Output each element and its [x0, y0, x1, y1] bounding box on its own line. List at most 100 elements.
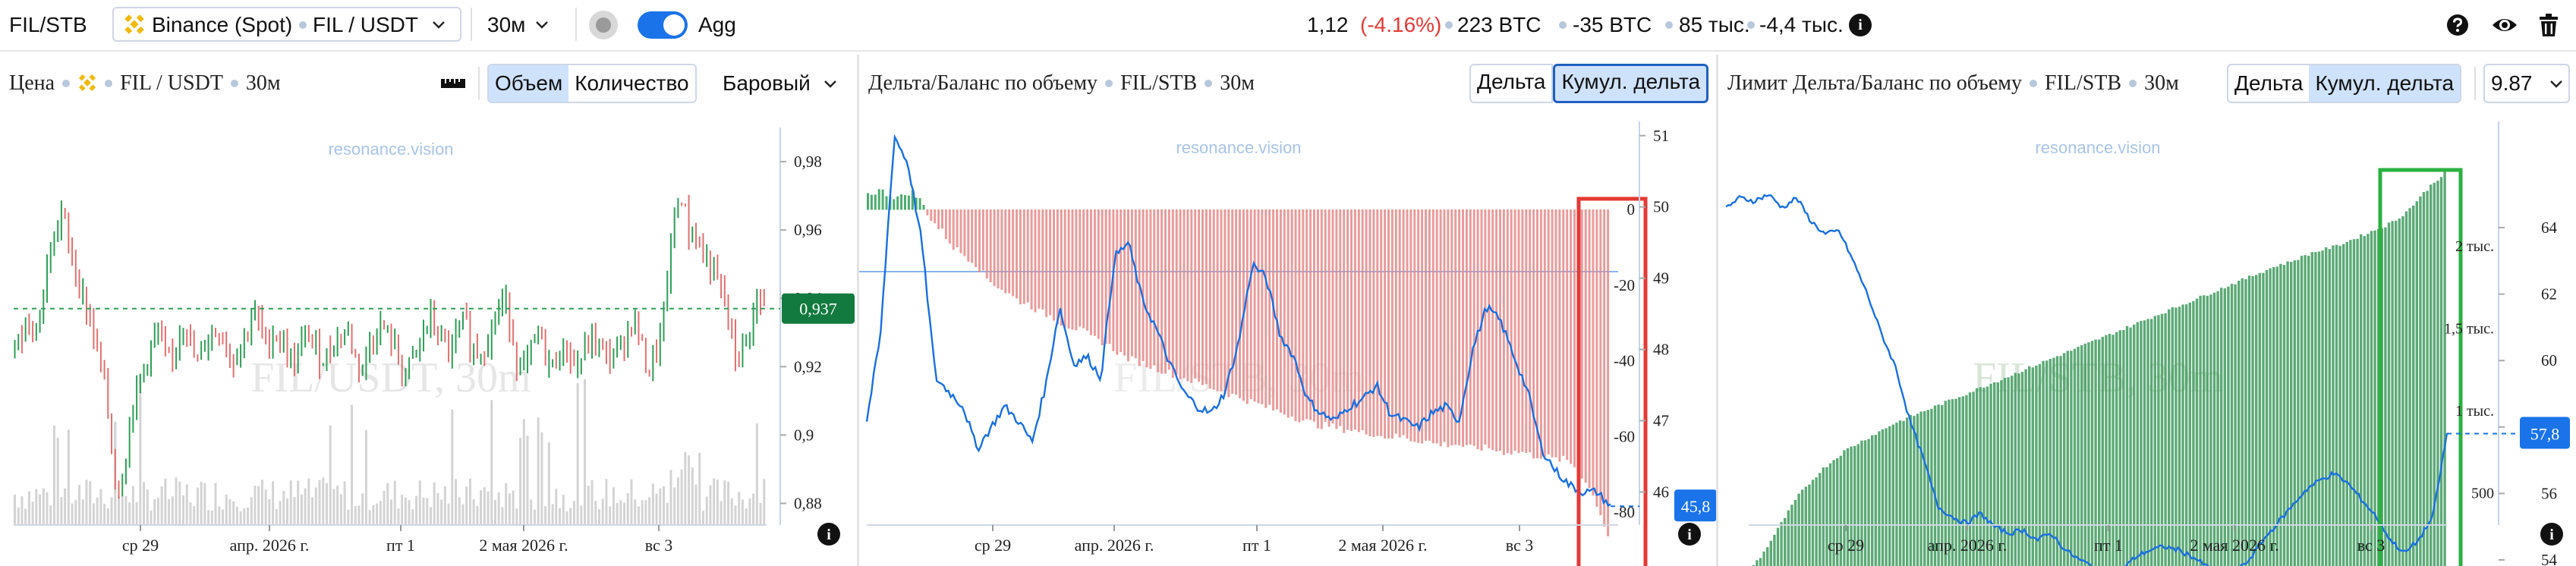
volume-bar [533, 509, 536, 525]
agg-toggle[interactable] [638, 11, 688, 39]
volume-bar [648, 497, 651, 525]
cum-delta-bar [2391, 221, 2394, 566]
symbol-name[interactable]: FIL/STB [9, 13, 87, 36]
y-right-tick-label: 56 [2541, 484, 2557, 502]
cum-delta-bar [2216, 291, 2219, 566]
cum-delta-bar [1026, 209, 1029, 303]
volume-bar [752, 493, 755, 525]
help-icon[interactable] [2445, 13, 2470, 37]
depth-select-value: 9.87 [2491, 71, 2533, 95]
cum-delta-bar [1376, 209, 1379, 436]
cum-delta-bar [1171, 209, 1174, 379]
x-tick-label: 2 мая 2026 г. [2190, 536, 2278, 555]
cum-delta-bar [1948, 399, 1951, 566]
cum-delta-bar [2237, 281, 2241, 566]
binance-icon [124, 14, 144, 34]
record-toggle-icon[interactable] [589, 11, 618, 39]
cum-delta-bar [2066, 351, 2069, 566]
ruler-icon[interactable] [440, 76, 466, 90]
cum-delta-bar [1458, 209, 1461, 445]
cum-delta-bar [2178, 307, 2181, 566]
volume-bar [282, 490, 285, 525]
seg-volume[interactable]: Объем [489, 65, 569, 102]
volume-bar [572, 501, 575, 525]
chevron-down-icon[interactable] [2550, 80, 2562, 88]
cum-delta-bar [1019, 209, 1022, 305]
cum-delta-bar [1294, 209, 1297, 422]
interval-selector[interactable]: 30м [487, 13, 526, 36]
cum-delta-bar [2174, 307, 2178, 566]
volume-bar [14, 494, 16, 525]
chevron-down-icon[interactable] [824, 80, 836, 88]
cum-delta-bar [1536, 209, 1538, 459]
cum-delta-bar [1164, 209, 1167, 374]
volume-bar [78, 485, 81, 525]
volume-bar [279, 501, 282, 525]
seg-delta[interactable]: Дельта [1469, 64, 1554, 103]
cum-delta-bar [1167, 209, 1170, 370]
cum-delta-bar [1996, 382, 1999, 566]
chevron-down-icon[interactable] [536, 21, 548, 29]
separator-dot [1105, 79, 1113, 87]
volume-bar [623, 502, 626, 525]
divider [478, 67, 480, 100]
cum-delta-bar [1123, 209, 1126, 356]
volume-bar [128, 502, 131, 525]
cum-delta-bar [1298, 209, 1301, 423]
volume-bar [759, 502, 762, 525]
volume-bar [27, 491, 30, 525]
cum-delta-bar [1961, 396, 1964, 566]
delta-mode-toggle: Дельта Кумул. дельта [2227, 64, 2462, 103]
volume-bar [637, 506, 640, 525]
cum-delta-bar [2122, 329, 2125, 566]
seg-cumulative-delta[interactable]: Кумул. дельта [1553, 64, 1709, 103]
cum-delta-bar [1906, 417, 1909, 566]
cum-delta-bar [1353, 209, 1356, 430]
cum-delta-bar [1603, 209, 1606, 527]
cum-delta-bar [2024, 369, 2027, 566]
exchange-pair-selector[interactable]: Binance (Spot) FIL / USDT [112, 7, 461, 42]
volume-bar [99, 489, 102, 525]
cum-delta-bar [1584, 209, 1587, 483]
volume-bar [351, 404, 354, 525]
cum-delta-bar [1053, 209, 1055, 321]
cum-delta-bar [1153, 209, 1156, 366]
cum-delta-bar [1822, 467, 1825, 566]
eye-icon[interactable] [2491, 13, 2518, 37]
chart-type-selector[interactable]: Баровый [723, 71, 811, 95]
volume-bar [289, 480, 292, 525]
cum-delta-bar [1387, 209, 1390, 439]
depth-select[interactable]: 9.87 [2483, 64, 2570, 103]
cum-delta-bar [1000, 209, 1003, 290]
trash-icon[interactable] [2538, 13, 2559, 37]
panel-header: Дельта/Баланс по объему FIL/STB 30м Дельта… [859, 55, 1716, 112]
cum-delta-bar [1525, 209, 1528, 453]
x-tick-label: ср 29 [122, 536, 159, 555]
seg-delta[interactable]: Дельта [2234, 71, 2304, 95]
price-chart[interactable]: resonance.vision FIL/USDT, 30m 0,98 0,96 0,9… [0, 112, 857, 566]
cum-delta-bar [2188, 302, 2191, 566]
cum-delta-bar [1327, 209, 1331, 427]
cum-delta-bar [1186, 209, 1189, 382]
separator-dot [2029, 79, 2037, 87]
info-icon[interactable]: i [1849, 14, 1872, 36]
cum-delta-bar [1198, 209, 1201, 382]
cum-delta-bar [2108, 333, 2112, 566]
seg-quantity[interactable]: Количество [575, 71, 689, 95]
cum-delta-bar [2045, 360, 2049, 566]
cum-delta-bar [1372, 209, 1375, 437]
cum-delta-bar [1365, 209, 1368, 435]
cum-delta-bar [918, 198, 921, 210]
cum-delta-bar [1335, 209, 1338, 429]
seg-cumulative-delta[interactable]: Кумул. дельта [2309, 65, 2461, 102]
volume-bar [254, 485, 257, 525]
cum-delta-bar [1101, 209, 1104, 346]
cum-delta-bar [1257, 209, 1260, 404]
cum-delta-bar [1954, 398, 1957, 566]
cum-delta-bar [1145, 209, 1148, 368]
volume-bar [336, 486, 339, 525]
cum-delta-bar [2345, 241, 2348, 566]
volume-bar [408, 500, 411, 525]
